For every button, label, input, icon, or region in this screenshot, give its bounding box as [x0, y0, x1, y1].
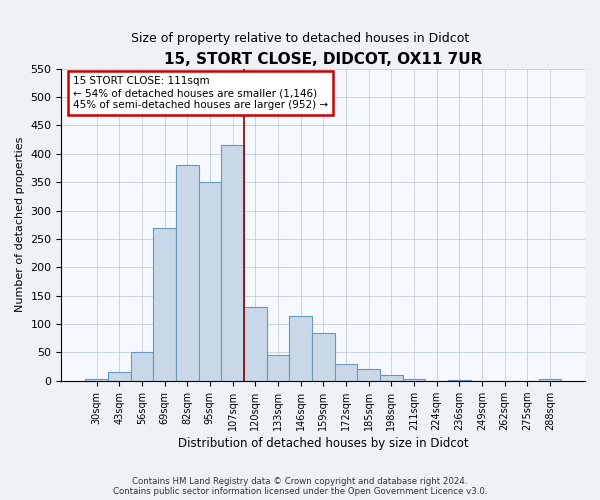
Bar [244, 307, 266, 381]
Text: Size of property relative to detached houses in Didcot: Size of property relative to detached ho… [131, 32, 469, 45]
Bar [221, 146, 244, 381]
Bar [312, 332, 335, 381]
Bar [108, 372, 131, 381]
Bar [539, 379, 561, 381]
Y-axis label: Number of detached properties: Number of detached properties [15, 137, 25, 312]
Bar [357, 370, 380, 381]
Bar [289, 316, 312, 381]
Bar [403, 379, 425, 381]
Bar [131, 352, 153, 381]
Title: 15, STORT CLOSE, DIDCOT, OX11 7UR: 15, STORT CLOSE, DIDCOT, OX11 7UR [164, 52, 482, 68]
X-axis label: Distribution of detached houses by size in Didcot: Distribution of detached houses by size … [178, 437, 469, 450]
Bar [335, 364, 357, 381]
Bar [85, 379, 108, 381]
Bar [153, 228, 176, 381]
Bar [380, 375, 403, 381]
Text: Contains HM Land Registry data © Crown copyright and database right 2024.
Contai: Contains HM Land Registry data © Crown c… [113, 476, 487, 496]
Bar [448, 380, 470, 381]
Bar [266, 356, 289, 381]
Bar [199, 182, 221, 381]
Bar [176, 165, 199, 381]
Text: 15 STORT CLOSE: 111sqm
← 54% of detached houses are smaller (1,146)
45% of semi-: 15 STORT CLOSE: 111sqm ← 54% of detached… [73, 76, 328, 110]
